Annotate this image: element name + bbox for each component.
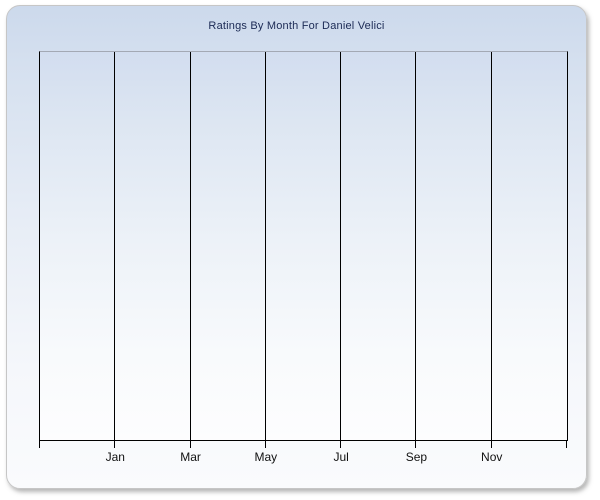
chart-title: Ratings By Month For Daniel Velici [208, 20, 385, 32]
gridline [264, 52, 266, 440]
x-axis-tick [340, 440, 342, 448]
gridline [114, 52, 116, 440]
x-axis-tick [39, 440, 40, 448]
x-axis-tick [264, 440, 266, 448]
chart-card: Ratings By Month For Daniel Velici Jan Ma… [6, 5, 587, 489]
x-axis-tick [189, 440, 191, 448]
plot-area: Jan Mar May Jul Sep Nov [39, 51, 568, 464]
gridline [415, 52, 417, 440]
x-axis-tick [566, 440, 567, 448]
x-axis-tick [415, 440, 417, 448]
x-axis-label: Jan [105, 450, 125, 464]
x-axis-label: Nov [481, 450, 503, 464]
gridline [490, 52, 492, 440]
x-axis-label: Jul [333, 450, 349, 464]
x-axis-tick [114, 440, 116, 448]
x-axis-label: Mar [180, 450, 201, 464]
x-axis-label: Sep [405, 450, 428, 464]
gridline [189, 52, 191, 440]
x-axis-tick [490, 440, 492, 448]
gridline [340, 52, 342, 440]
x-axis-label: May [254, 450, 278, 464]
